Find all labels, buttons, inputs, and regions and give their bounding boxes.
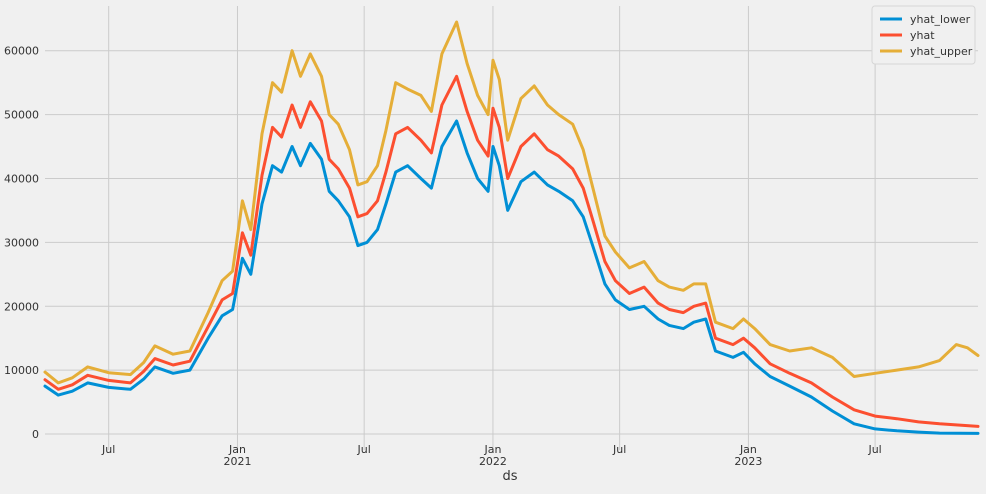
y-tick-labels: 0 10000 20000 30000 40000 50000 60000 (4, 45, 39, 441)
series-line-yhat-lower (43, 119, 980, 435)
x-tick-label: Jul (101, 443, 115, 456)
legend-label: yhat_lower (910, 13, 971, 26)
x-tick-sublabel: 2023 (734, 455, 762, 468)
x-tick-label: Jul (612, 443, 626, 456)
x-tick-label: Jan (739, 443, 757, 456)
x-tick-label: Jul (357, 443, 371, 456)
y-tick-label: 20000 (4, 300, 39, 313)
x-tick-sublabel: 2021 (223, 455, 251, 468)
series-line-yhat (43, 74, 980, 428)
x-tick-sublabel: 2022 (479, 455, 507, 468)
series-line-yhat-upper (43, 20, 980, 385)
y-tick-label: 60000 (4, 45, 39, 58)
x-axis-title: ds (502, 469, 517, 484)
x-tick-label: Jan (483, 443, 501, 456)
x-tick-label: Jul (867, 443, 881, 456)
y-tick-label: 30000 (4, 236, 39, 249)
y-tick-label: 0 (32, 428, 39, 441)
y-tick-label: 40000 (4, 172, 39, 185)
legend-label: yhat (910, 29, 935, 42)
series-lines (43, 20, 980, 435)
x-tick-label: Jan (228, 443, 246, 456)
y-tick-label: 10000 (4, 364, 39, 377)
y-tick-label: 50000 (4, 109, 39, 122)
grid (45, 6, 978, 450)
legend-label: yhat_upper (910, 45, 973, 58)
